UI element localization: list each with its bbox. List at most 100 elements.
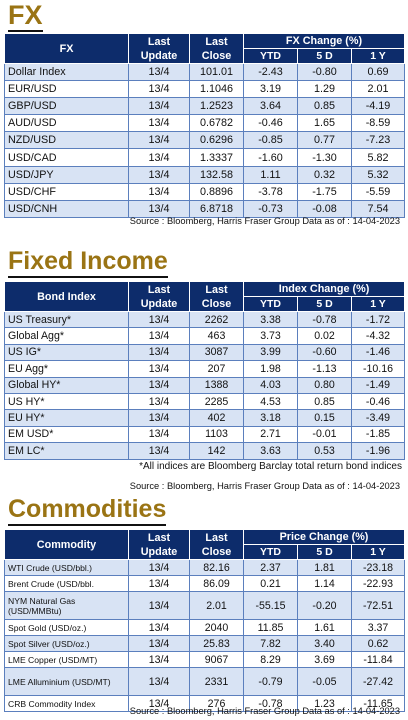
- fx-header-5d: 5 D: [297, 48, 352, 64]
- five-day-change-cell: -0.08: [297, 199, 352, 218]
- last-close-cell: 3087: [189, 343, 244, 362]
- five-day-change-cell: 1.23: [297, 695, 352, 712]
- last-update-cell: 13/4: [128, 165, 190, 184]
- five-day-change-cell: 0.80: [297, 376, 352, 394]
- five-day-change-cell: 1.61: [297, 619, 352, 636]
- five-day-change-cell: 1.29: [297, 80, 352, 99]
- ytd-change-cell: 3.64: [243, 97, 298, 116]
- table-row: USD/CAD 13/4 1.3337 -1.60 -1.30 5.82: [4, 148, 406, 167]
- table-row: Global HY* 13/4 1388 4.03 0.80 -1.49: [4, 376, 405, 394]
- last-close-cell: 2285: [189, 392, 244, 411]
- row-name-cell: AUD/USD: [4, 114, 129, 133]
- row-name-cell: LME Alluminium (USD/MT): [4, 667, 129, 696]
- fixed-income-source-note: Source : Bloomberg, Harris Fraser Group …: [129, 481, 400, 491]
- last-close-cell: 1.1046: [189, 80, 244, 99]
- five-day-change-cell: 0.02: [297, 327, 352, 345]
- last-update-cell: 13/4: [128, 667, 190, 696]
- one-year-change-cell: 7.54: [350, 199, 406, 218]
- fx-header-1y: 1 Y: [350, 48, 406, 64]
- table-row: USD/JPY 13/4 132.58 1.11 0.32 5.32: [4, 165, 406, 184]
- table-row: NZD/USD 13/4 0.6296 -0.85 0.77 -7.23: [4, 131, 406, 150]
- ytd-change-cell: -0.73: [243, 199, 298, 218]
- row-name-cell: Spot Silver (USD/oz.): [4, 635, 129, 652]
- fx-source-note: Source : Bloomberg, Harris Fraser Group …: [129, 216, 400, 226]
- last-close-cell: 82.16: [189, 559, 244, 576]
- one-year-change-cell: -27.42: [350, 667, 406, 696]
- table-row: USD/CNH 13/4 6.8718 -0.73 -0.08 7.54: [4, 199, 406, 218]
- cm-header-last-update: Last Update: [128, 529, 190, 560]
- last-close-cell: 101.01: [189, 62, 244, 82]
- last-update-cell: 13/4: [128, 651, 190, 668]
- one-year-change-cell: -5.59: [350, 182, 406, 201]
- table-row: Dollar Index 13/4 101.01 -2.43 -0.80 0.69: [4, 62, 406, 82]
- last-close-cell: 1.3337: [189, 148, 244, 167]
- table-row: EM LC* 13/4 142 3.63 0.53 -1.96: [4, 442, 405, 460]
- ytd-change-cell: 3.38: [243, 310, 298, 329]
- one-year-change-cell: 0.69: [350, 62, 406, 82]
- row-name-cell: EU Agg*: [4, 360, 129, 378]
- last-close-cell: 142: [189, 442, 244, 460]
- last-update-cell: 13/4: [128, 392, 190, 411]
- five-day-change-cell: -0.05: [297, 667, 352, 696]
- row-name-cell: EUR/USD: [4, 80, 129, 99]
- last-close-cell: 25.83: [189, 635, 244, 652]
- cm-header-name: Commodity: [4, 529, 129, 560]
- ytd-change-cell: -0.78: [243, 695, 298, 712]
- fx-header-last-update: Last Update: [128, 33, 190, 64]
- table-row: EUR/USD 13/4 1.1046 3.19 1.29 2.01: [4, 80, 406, 99]
- last-close-cell: 2331: [189, 667, 244, 696]
- five-day-change-cell: 3.69: [297, 651, 352, 668]
- last-update-cell: 13/4: [128, 575, 190, 592]
- last-update-cell: 13/4: [128, 695, 190, 712]
- five-day-change-cell: 1.81: [297, 559, 352, 576]
- five-day-change-cell: -1.30: [297, 148, 352, 167]
- last-close-cell: 0.6782: [189, 114, 244, 133]
- one-year-change-cell: -8.59: [350, 114, 406, 133]
- last-close-cell: 2040: [189, 619, 244, 636]
- last-close-cell: 463: [189, 327, 244, 345]
- last-close-cell: 0.8896: [189, 182, 244, 201]
- last-close-cell: 2262: [189, 310, 244, 329]
- commodities-table: Commodity Last Update Last Close Price C…: [4, 529, 406, 712]
- fi-header-last-close: Last Close: [189, 281, 244, 312]
- table-row: Spot Silver (USD/oz.) 13/4 25.83 7.82 3.40 0.…: [4, 635, 406, 652]
- five-day-change-cell: 0.85: [297, 97, 352, 116]
- one-year-change-cell: 5.32: [350, 165, 406, 184]
- fi-header-5d: 5 D: [297, 296, 352, 312]
- one-year-change-cell: -11.84: [350, 651, 406, 668]
- fi-header-ytd: YTD: [243, 296, 298, 312]
- last-update-cell: 13/4: [128, 442, 190, 460]
- table-row: Global Agg* 13/4 463 3.73 0.02 -4.32: [4, 327, 405, 345]
- table-row: LME Alluminium (USD/MT) 13/4 2331 -0.79 -0.0…: [4, 667, 406, 696]
- one-year-change-cell: -1.46: [351, 343, 405, 362]
- fi-header-group: Index Change (%): [243, 281, 405, 297]
- last-update-cell: 13/4: [128, 182, 190, 201]
- five-day-change-cell: -1.13: [297, 360, 352, 378]
- fx-header-last-close: Last Close: [189, 33, 244, 64]
- table-row: LME Copper (USD/MT) 13/4 9067 8.29 3.69 -11.8…: [4, 651, 406, 668]
- last-update-cell: 13/4: [128, 62, 190, 82]
- ytd-change-cell: -55.15: [243, 591, 298, 620]
- last-close-cell: 1388: [189, 376, 244, 394]
- fx-header-ytd: YTD: [243, 48, 298, 64]
- ytd-change-cell: 3.73: [243, 327, 298, 345]
- five-day-change-cell: -0.20: [297, 591, 352, 620]
- five-day-change-cell: 1.65: [297, 114, 352, 133]
- ytd-change-cell: -0.85: [243, 131, 298, 150]
- fx-table-body: Dollar Index 13/4 101.01 -2.43 -0.80 0.69 EUR/…: [4, 62, 406, 218]
- row-name-cell: Spot Gold (USD/oz.): [4, 619, 129, 636]
- last-close-cell: 9067: [189, 651, 244, 668]
- fi-header-1y: 1 Y: [351, 296, 405, 312]
- fixed-income-table: Bond Index Last Update Last Close Index …: [4, 281, 405, 460]
- table-row: US IG* 13/4 3087 3.99 -0.60 -1.46: [4, 343, 405, 362]
- one-year-change-cell: 2.01: [350, 80, 406, 99]
- row-name-cell: USD/CHF: [4, 182, 129, 201]
- last-update-cell: 13/4: [128, 376, 190, 394]
- five-day-change-cell: -0.01: [297, 425, 352, 444]
- one-year-change-cell: -10.16: [351, 360, 405, 378]
- row-name-cell: EM LC*: [4, 442, 129, 460]
- five-day-change-cell: -0.60: [297, 343, 352, 362]
- ytd-change-cell: 8.29: [243, 651, 298, 668]
- last-close-cell: 2.01: [189, 591, 244, 620]
- one-year-change-cell: -7.23: [350, 131, 406, 150]
